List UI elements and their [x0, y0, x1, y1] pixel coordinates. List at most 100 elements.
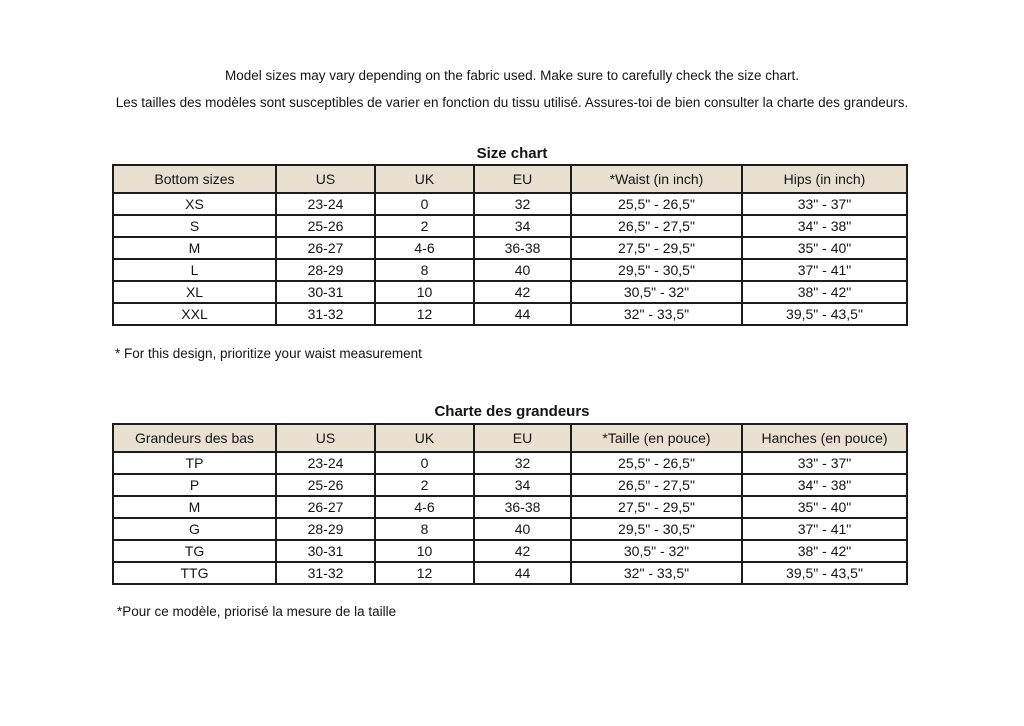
- size-label-cell: G: [112, 517, 277, 541]
- table-cell: 23-24: [275, 451, 376, 475]
- table-cell: 30-31: [275, 280, 376, 304]
- table-row: XS 23-24 0 32 25,5" - 26,5" 33" - 37": [112, 192, 908, 216]
- table-cell: 32: [473, 192, 572, 216]
- size-chart-title-fr: Charte des grandeurs: [434, 403, 590, 420]
- table-cell: 37" - 41": [741, 258, 908, 282]
- size-label-cell: TG: [112, 539, 277, 563]
- footnote-fr: *Pour ce modèle, priorisé la mesure de l…: [117, 604, 397, 619]
- table-cell: 44: [473, 302, 572, 326]
- table-row: TP 23-24 0 32 25,5" - 26,5" 33" - 37": [112, 451, 908, 475]
- header-row: Grandeurs des bas US UK EU *Taille (en pouce…: [112, 423, 908, 453]
- size-label-cell: M: [112, 236, 277, 260]
- table-cell: 30,5" - 32": [570, 539, 743, 563]
- size-label-cell: L: [112, 258, 277, 282]
- table-cell: 33" - 37": [741, 451, 908, 475]
- size-chart-title-en: Size chart: [476, 145, 548, 162]
- column-header: UK: [374, 164, 475, 194]
- table-cell: 2: [374, 214, 475, 238]
- table-cell: 35" - 40": [741, 236, 908, 260]
- column-header: Hips (in inch): [741, 164, 908, 194]
- size-label-cell: S: [112, 214, 277, 238]
- column-header: Grandeurs des bas: [112, 423, 277, 453]
- table-cell: 34" - 38": [741, 473, 908, 497]
- size-label-cell: XS: [112, 192, 277, 216]
- table-cell: 25,5" - 26,5": [570, 192, 743, 216]
- size-chart-table-en: Bottom sizes US UK EU *Waist (in inch) Hips (…: [112, 164, 908, 326]
- table-cell: 35" - 40": [741, 495, 908, 519]
- size-label-cell: XXL: [112, 302, 277, 326]
- column-header: EU: [473, 423, 572, 453]
- table-cell: 27,5" - 29,5": [570, 236, 743, 260]
- table-cell: 30,5" - 32": [570, 280, 743, 304]
- table-row: L 28-29 8 40 29,5" - 30,5" 37" - 41": [112, 258, 908, 282]
- column-header: US: [275, 164, 376, 194]
- table-cell: 26-27: [275, 236, 376, 260]
- size-label-cell: XL: [112, 280, 277, 304]
- table-row: XXL 31-32 12 44 32" - 33,5" 39,5" - 43,5": [112, 302, 908, 326]
- table-cell: 26,5" - 27,5": [570, 473, 743, 497]
- column-header: *Waist (in inch): [570, 164, 743, 194]
- table-cell: 26,5" - 27,5": [570, 214, 743, 238]
- table-cell: 28-29: [275, 517, 376, 541]
- table-cell: 36-38: [473, 236, 572, 260]
- table-cell: 34: [473, 214, 572, 238]
- table-cell: 23-24: [275, 192, 376, 216]
- table-cell: 39,5" - 43,5": [741, 561, 908, 585]
- table-cell: 2: [374, 473, 475, 497]
- intro-text-fr: Les tailles des modèles sont susceptible…: [115, 95, 909, 110]
- table-cell: 38" - 42": [741, 280, 908, 304]
- table-cell: 32: [473, 451, 572, 475]
- table-row: G 28-29 8 40 29,5" - 30,5" 37" - 41": [112, 517, 908, 541]
- table-cell: 8: [374, 517, 475, 541]
- column-header: UK: [374, 423, 475, 453]
- table-cell: 4-6: [374, 495, 475, 519]
- footnote-en: * For this design, prioritize your waist…: [115, 346, 422, 361]
- column-header: US: [275, 423, 376, 453]
- size-label-cell: TP: [112, 451, 277, 475]
- table-cell: 33" - 37": [741, 192, 908, 216]
- table-cell: 29,5" - 30,5": [570, 517, 743, 541]
- table-cell: 34: [473, 473, 572, 497]
- table-cell: 31-32: [275, 561, 376, 585]
- table-cell: 36-38: [473, 495, 572, 519]
- table-row: S 25-26 2 34 26,5" - 27,5" 34" - 38": [112, 214, 908, 238]
- table-cell: 25-26: [275, 214, 376, 238]
- table-cell: 34" - 38": [741, 214, 908, 238]
- table-cell: 10: [374, 280, 475, 304]
- table-cell: 25,5" - 26,5": [570, 451, 743, 475]
- table-row: M 26-27 4-6 36-38 27,5" - 29,5" 35" - 40": [112, 236, 908, 260]
- table-cell: 27,5" - 29,5": [570, 495, 743, 519]
- table-cell: 32" - 33,5": [570, 561, 743, 585]
- column-header: *Taille (en pouce): [570, 423, 743, 453]
- column-header: Bottom sizes: [112, 164, 277, 194]
- table-cell: 42: [473, 280, 572, 304]
- size-label-cell: M: [112, 495, 277, 519]
- table-cell: 40: [473, 517, 572, 541]
- table-cell: 0: [374, 451, 475, 475]
- table-cell: 44: [473, 561, 572, 585]
- header-row: Bottom sizes US UK EU *Waist (in inch) Hips (…: [112, 164, 908, 194]
- table-cell: 4-6: [374, 236, 475, 260]
- table-row: P 25-26 2 34 26,5" - 27,5" 34" - 38": [112, 473, 908, 497]
- table-cell: 0: [374, 192, 475, 216]
- table-row: XL 30-31 10 42 30,5" - 32" 38" - 42": [112, 280, 908, 304]
- table-cell: 40: [473, 258, 572, 282]
- table-cell: 8: [374, 258, 475, 282]
- intro-text-en: Model sizes may vary depending on the fa…: [224, 68, 800, 83]
- size-chart-table-fr: Grandeurs des bas US UK EU *Taille (en pouce…: [112, 423, 908, 585]
- table-row: TG 30-31 10 42 30,5" - 32" 38" - 42": [112, 539, 908, 563]
- column-header: Hanches (en pouce): [741, 423, 908, 453]
- table-cell: 39,5" - 43,5": [741, 302, 908, 326]
- table-cell: 32" - 33,5": [570, 302, 743, 326]
- table-cell: 29,5" - 30,5": [570, 258, 743, 282]
- column-header: EU: [473, 164, 572, 194]
- size-label-cell: P: [112, 473, 277, 497]
- table-cell: 38" - 42": [741, 539, 908, 563]
- table-cell: 26-27: [275, 495, 376, 519]
- size-label-cell: TTG: [112, 561, 277, 585]
- table-row: TTG 31-32 12 44 32" - 33,5" 39,5" - 43,5": [112, 561, 908, 585]
- table-cell: 12: [374, 302, 475, 326]
- table-cell: 25-26: [275, 473, 376, 497]
- table-cell: 42: [473, 539, 572, 563]
